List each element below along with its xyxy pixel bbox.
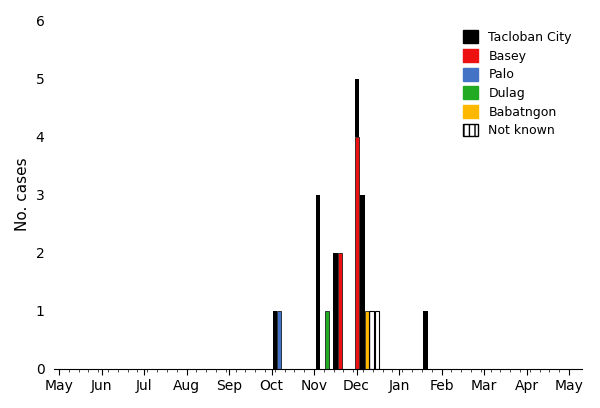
Bar [338,253,342,368]
Bar [355,78,359,137]
Bar [316,195,320,368]
Bar [333,253,338,368]
Bar [369,310,374,368]
Bar [424,310,428,368]
Bar [325,310,329,368]
Bar [355,137,359,368]
Legend: Tacloban City, Basey, Palo, Dulag, Babatngon, Not known: Tacloban City, Basey, Palo, Dulag, Babat… [460,27,576,141]
Bar [277,310,281,368]
Bar [374,310,379,368]
Bar [361,195,365,368]
Y-axis label: No. cases: No. cases [15,158,30,231]
Bar [365,310,369,368]
Bar [272,310,277,368]
